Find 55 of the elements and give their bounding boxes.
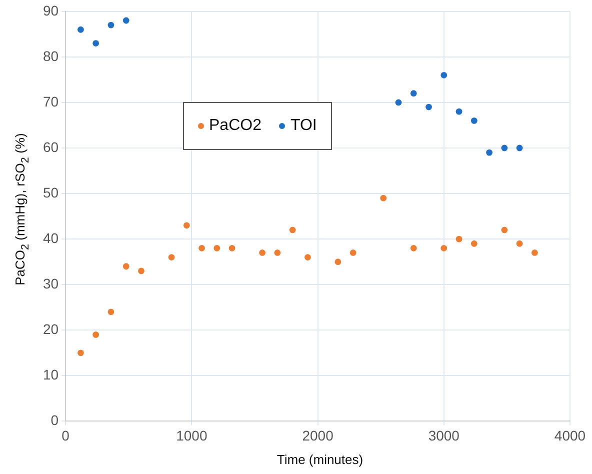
point xyxy=(108,22,114,28)
point xyxy=(486,149,492,156)
y-tick-label: 80 xyxy=(42,48,59,64)
point xyxy=(122,17,130,24)
y-tick-label: 50 xyxy=(42,184,59,200)
x-tick-label: 3000 xyxy=(428,427,460,444)
point xyxy=(426,104,432,110)
point xyxy=(138,268,144,274)
point xyxy=(78,26,84,33)
y-tick-label: 10 xyxy=(42,366,59,383)
x-tick-label: 2000 xyxy=(302,427,334,444)
x-axis-title: Time (minutes) xyxy=(276,452,364,467)
point xyxy=(168,254,175,260)
point xyxy=(228,244,236,252)
y-tick-label: 20 xyxy=(42,320,59,337)
point xyxy=(410,90,417,97)
point xyxy=(274,250,281,256)
x-tick-label: 1000 xyxy=(176,427,208,444)
y-tick-label: 60 xyxy=(42,138,59,155)
point xyxy=(456,236,462,242)
point xyxy=(516,240,523,247)
point xyxy=(501,144,508,152)
x-tick-label: 0 xyxy=(62,427,70,444)
legend-label: TOI xyxy=(290,117,317,135)
y-tick-label: 90 xyxy=(42,2,59,18)
point xyxy=(92,40,100,46)
point xyxy=(440,244,448,252)
point xyxy=(531,250,538,256)
point xyxy=(380,194,387,202)
point xyxy=(78,350,84,356)
point xyxy=(334,258,342,266)
point xyxy=(289,226,296,234)
y-tick-label: 0 xyxy=(50,412,59,428)
point xyxy=(198,244,205,252)
y-tick-label: 70 xyxy=(42,93,59,110)
point xyxy=(501,226,508,234)
point xyxy=(395,99,402,106)
point xyxy=(259,250,266,256)
point xyxy=(440,72,448,78)
point xyxy=(410,244,417,252)
y-tick-label: 40 xyxy=(42,230,59,246)
point xyxy=(470,240,478,247)
point xyxy=(456,108,462,115)
point xyxy=(470,117,478,124)
point xyxy=(350,250,356,256)
point xyxy=(183,222,190,229)
legend-label: PaCO2 xyxy=(209,117,262,135)
point xyxy=(122,263,130,270)
y-tick-label: 30 xyxy=(42,275,59,292)
x-tick-label: 4000 xyxy=(554,427,586,444)
point xyxy=(214,244,220,252)
point xyxy=(92,331,100,338)
point xyxy=(516,144,523,152)
point xyxy=(304,254,311,260)
point xyxy=(108,308,114,316)
